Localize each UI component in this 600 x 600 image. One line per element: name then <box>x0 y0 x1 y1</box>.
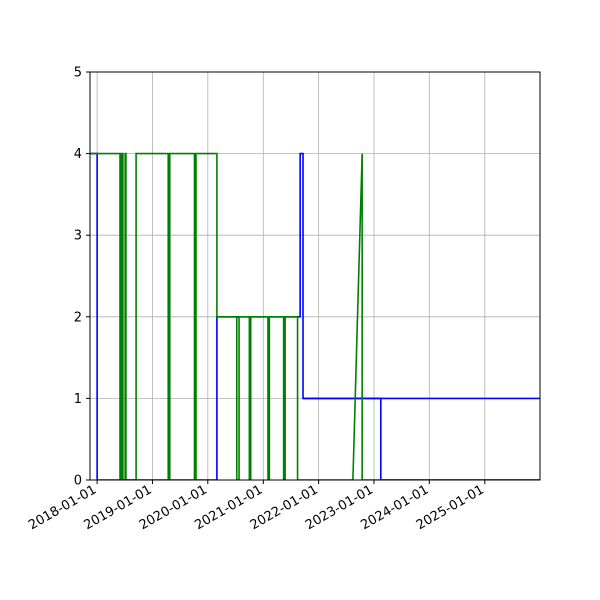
y-tick-label: 3 <box>74 229 82 244</box>
series-layer <box>90 152 540 480</box>
plot-frame <box>89 71 541 481</box>
series-line-0 <box>90 152 540 480</box>
y-tick-label: 5 <box>74 66 82 81</box>
y-tick-label: 2 <box>74 310 82 325</box>
grid-layer <box>90 71 540 481</box>
series-line-2 <box>90 152 540 480</box>
y-tick-label: 4 <box>74 147 82 162</box>
y-tick-label: 0 <box>74 474 82 489</box>
y-tick-label: 1 <box>74 392 82 407</box>
